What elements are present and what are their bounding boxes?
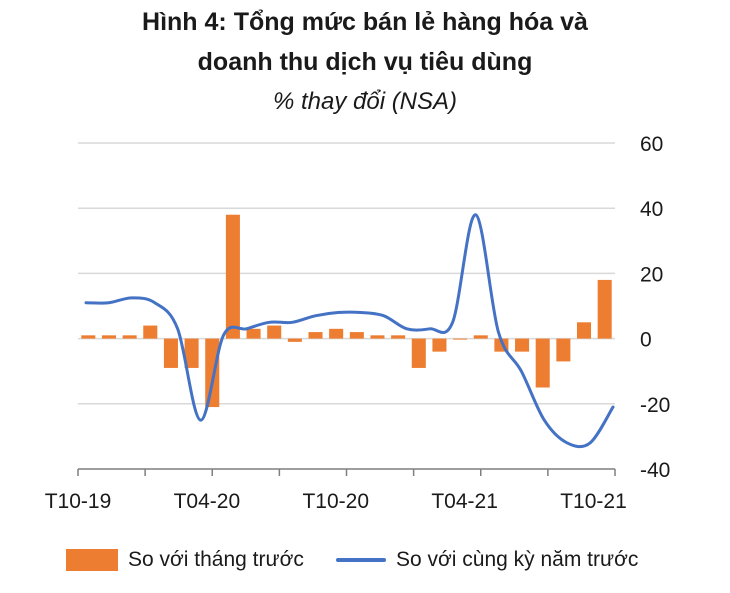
x-axis-labels: T10-19 T04-20 T10-20 T04-21 T10-21 xyxy=(45,490,627,513)
legend-item-line: So với cùng kỳ năm trước xyxy=(336,540,638,580)
y-axis-labels: 60 40 20 0 -20 -40 xyxy=(640,133,670,482)
y-tick-label: 60 xyxy=(640,133,663,156)
bar xyxy=(308,332,323,339)
bar xyxy=(122,335,137,339)
bar xyxy=(287,338,302,342)
bar xyxy=(225,214,240,339)
bar xyxy=(391,335,406,339)
x-tick-label: T04-20 xyxy=(174,490,241,513)
chart-title-line1: Hình 4: Tổng mức bán lẻ hàng hóa và xyxy=(142,8,588,36)
legend-swatch-line xyxy=(336,558,386,562)
y-tick-label: 40 xyxy=(640,198,663,221)
bar xyxy=(184,338,199,368)
x-tick-label: T10-21 xyxy=(560,490,627,513)
x-tick-label: T10-19 xyxy=(45,490,112,513)
x-tick-label: T10-20 xyxy=(302,490,369,513)
bar xyxy=(370,335,385,339)
legend: So với tháng trước So với cùng kỳ năm tr… xyxy=(0,540,730,580)
bar xyxy=(81,335,96,339)
bar-series xyxy=(81,214,612,408)
bar xyxy=(101,335,117,339)
bar xyxy=(411,338,426,368)
bar xyxy=(329,328,344,339)
y-tick-label: 20 xyxy=(640,263,663,286)
bar xyxy=(556,338,571,362)
gridlines xyxy=(78,142,615,405)
chart-subtitle: % thay đổi (NSA) xyxy=(272,88,458,115)
bar xyxy=(267,325,282,339)
legend-label-bar: So với tháng trước xyxy=(128,548,304,571)
bar xyxy=(205,338,220,408)
y-tick-label: -20 xyxy=(640,394,670,417)
bar xyxy=(163,338,178,368)
bar xyxy=(535,338,550,388)
y-tick-label: -40 xyxy=(640,459,670,482)
bar xyxy=(576,322,592,339)
legend-label-line: So với cùng kỳ năm trước xyxy=(396,548,639,571)
chart-title-line2: doanh thu dịch vụ tiêu dùng xyxy=(197,48,533,76)
bar xyxy=(349,332,364,339)
bar xyxy=(597,279,612,339)
x-tick-label: T04-21 xyxy=(431,490,498,513)
bar xyxy=(453,338,468,340)
bar xyxy=(473,335,488,339)
legend-swatch-bar xyxy=(66,549,118,571)
x-axis-ticks xyxy=(77,469,616,476)
bar xyxy=(432,338,447,352)
y-tick-label: 0 xyxy=(640,329,652,352)
bar xyxy=(143,325,158,339)
line-series xyxy=(84,213,615,449)
bar xyxy=(515,338,530,352)
bar xyxy=(246,328,261,339)
chart-plot: T10-19 T04-20 T10-20 T04-21 T10-21 60 40 20 0 -2… xyxy=(45,133,671,513)
legend-item-bar: So với tháng trước xyxy=(66,540,304,580)
